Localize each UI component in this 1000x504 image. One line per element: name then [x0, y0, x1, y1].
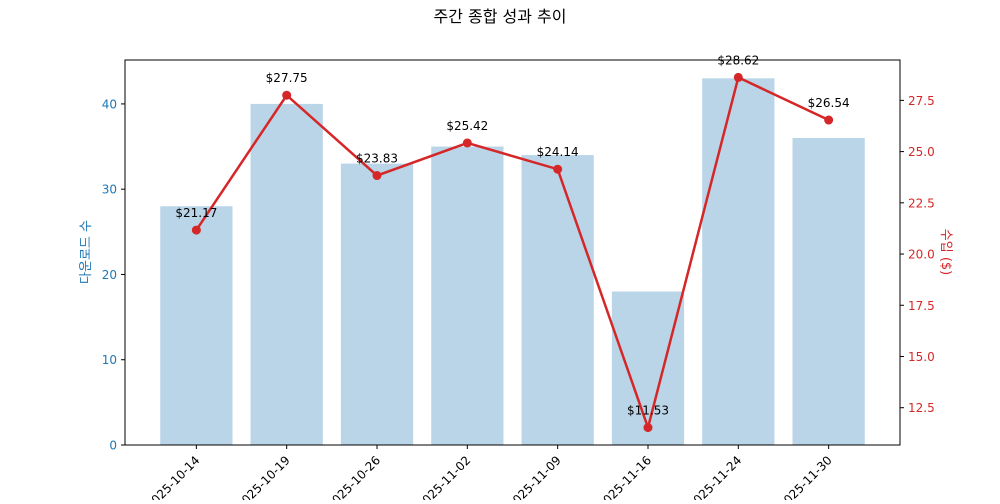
bar-2025-10-14 [160, 206, 233, 445]
x-tick-label: 2025-10-19 [234, 453, 293, 500]
revenue-point-2025-11-02 [462, 138, 472, 148]
revenue-data-label: $23.83 [356, 152, 398, 166]
revenue-data-label: $11.53 [627, 404, 669, 418]
revenue-point-2025-11-09 [553, 164, 563, 174]
bar-2025-11-24 [702, 78, 775, 445]
y-right-tick-label: 22.5 [908, 196, 935, 210]
revenue-point-2025-10-19 [282, 90, 292, 100]
y-right-tick-label: 17.5 [908, 299, 935, 313]
revenue-point-2025-10-14 [191, 225, 201, 235]
revenue-point-2025-11-30 [824, 115, 834, 125]
y-left-tick-label: 10 [102, 353, 117, 367]
y-right-tick-label: 25.0 [908, 145, 935, 159]
y-right-tick-label: 27.5 [908, 94, 935, 108]
revenue-data-label: $24.14 [537, 145, 579, 159]
x-tick-label: 2025-11-02 [414, 453, 473, 500]
y-left-tick-label: 20 [102, 268, 117, 282]
x-tick-label: 2025-11-09 [505, 453, 564, 500]
revenue-point-2025-10-26 [372, 171, 382, 181]
y-right-tick-label: 12.5 [908, 401, 935, 415]
y-axis-right-label: 수입 ($) [938, 229, 953, 275]
x-tick-label: 2025-11-24 [685, 453, 744, 500]
x-tick-label: 2025-11-30 [776, 453, 835, 500]
revenue-point-2025-11-24 [733, 72, 743, 82]
y-axis-left-label: 다운로드 수 [79, 220, 94, 284]
revenue-line [195, 75, 830, 432]
revenue-data-label: $27.75 [266, 71, 308, 85]
y-left-tick-label: 0 [109, 439, 117, 453]
revenue-data-label: $21.17 [175, 206, 217, 220]
bar-2025-11-30 [792, 138, 865, 445]
y-right-tick-label: 15.0 [908, 350, 935, 364]
revenue-point-2025-11-16 [643, 423, 653, 433]
bar-2025-11-09 [521, 155, 594, 445]
chart-title: 주간 종합 성과 추이 [433, 7, 566, 26]
x-tick-label: 2025-10-26 [324, 453, 383, 500]
y-left-tick-label: 40 [102, 97, 117, 111]
bar-2025-11-16 [611, 291, 685, 445]
bar-2025-10-26 [340, 163, 414, 445]
revenue-data-label: $25.42 [446, 119, 488, 133]
y-right-tick-label: 20.0 [908, 248, 935, 262]
bar-2025-10-19 [250, 103, 323, 445]
revenue-data-label: $26.54 [808, 96, 850, 110]
x-tick-label: 2025-11-16 [595, 453, 654, 500]
x-tick-label: 2025-10-14 [143, 453, 202, 500]
plot-frame [124, 59, 901, 446]
y-left-tick-label: 30 [102, 183, 117, 197]
bar-2025-11-02 [431, 146, 504, 445]
